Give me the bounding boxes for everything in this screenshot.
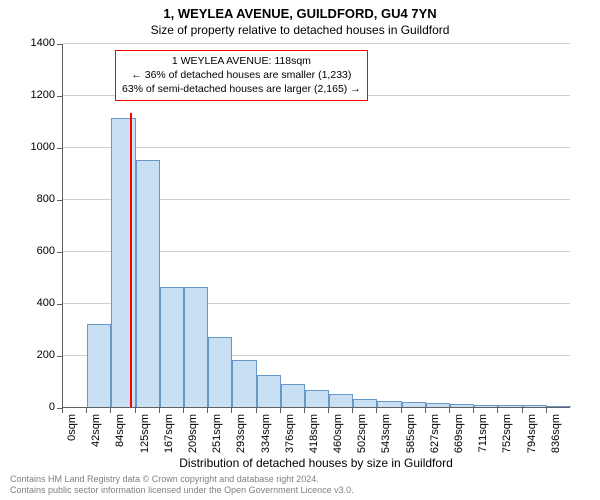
histogram-bar	[184, 287, 208, 407]
x-tick-label: 752sqm	[501, 414, 513, 474]
x-tick-label: 502sqm	[356, 414, 368, 474]
x-tick-label: 794sqm	[526, 414, 538, 474]
histogram-bar	[160, 287, 184, 407]
y-tick-label: 200	[5, 349, 55, 361]
annotation-line: ← 36% of detached houses are smaller (1,…	[122, 68, 361, 82]
y-tick-mark	[57, 200, 62, 201]
x-tick-mark	[497, 408, 498, 413]
x-tick-mark	[473, 408, 474, 413]
histogram-bar	[329, 394, 353, 407]
histogram-bar	[281, 384, 305, 407]
x-tick-label: 376sqm	[284, 414, 296, 474]
annotation-box: 1 WEYLEA AVENUE: 118sqm ← 36% of detache…	[115, 50, 368, 101]
y-tick-label: 400	[5, 297, 55, 309]
x-tick-mark	[352, 408, 353, 413]
x-tick-label: 418sqm	[308, 414, 320, 474]
x-tick-mark	[376, 408, 377, 413]
annotation-line: 63% of semi-detached houses are larger (…	[122, 82, 361, 96]
histogram-bar	[257, 375, 281, 408]
annotation-line: 1 WEYLEA AVENUE: 118sqm	[122, 54, 361, 68]
footer-line: Contains HM Land Registry data © Crown c…	[10, 474, 354, 485]
y-tick-mark	[57, 96, 62, 97]
x-tick-mark	[401, 408, 402, 413]
x-tick-mark	[425, 408, 426, 413]
histogram-bar	[305, 390, 329, 407]
histogram-bar	[377, 401, 401, 408]
x-tick-label: 84sqm	[114, 414, 126, 474]
y-tick-label: 1000	[5, 141, 55, 153]
footer-line: Contains public sector information licen…	[10, 485, 354, 496]
y-tick-label: 600	[5, 245, 55, 257]
x-tick-mark	[328, 408, 329, 413]
x-tick-label: 0sqm	[66, 414, 78, 474]
y-tick-mark	[57, 356, 62, 357]
histogram-bar	[474, 405, 498, 407]
chart-container: 1, WEYLEA AVENUE, GUILDFORD, GU4 7YN Siz…	[0, 0, 600, 500]
y-tick-mark	[57, 252, 62, 253]
histogram-bar	[208, 337, 232, 407]
x-tick-label: 460sqm	[332, 414, 344, 474]
y-tick-label: 0	[5, 401, 55, 413]
x-tick-label: 334sqm	[260, 414, 272, 474]
histogram-bar	[547, 406, 571, 407]
histogram-bar	[523, 405, 547, 407]
y-tick-label: 1200	[5, 89, 55, 101]
histogram-bar	[498, 405, 522, 407]
x-tick-mark	[159, 408, 160, 413]
x-tick-label: 293sqm	[235, 414, 247, 474]
gridline	[63, 147, 570, 148]
chart-title-sub: Size of property relative to detached ho…	[0, 21, 600, 37]
x-tick-label: 167sqm	[163, 414, 175, 474]
marker-line	[130, 113, 132, 407]
histogram-bar	[232, 360, 256, 407]
chart-title-main: 1, WEYLEA AVENUE, GUILDFORD, GU4 7YN	[0, 0, 600, 21]
x-tick-mark	[546, 408, 547, 413]
histogram-bar	[353, 399, 377, 407]
y-tick-mark	[57, 44, 62, 45]
x-tick-mark	[522, 408, 523, 413]
x-tick-label: 42sqm	[90, 414, 102, 474]
x-tick-label: 836sqm	[550, 414, 562, 474]
x-tick-mark	[231, 408, 232, 413]
x-tick-mark	[449, 408, 450, 413]
x-tick-label: 209sqm	[187, 414, 199, 474]
x-tick-mark	[280, 408, 281, 413]
x-tick-mark	[110, 408, 111, 413]
x-tick-mark	[207, 408, 208, 413]
x-tick-mark	[183, 408, 184, 413]
x-tick-label: 711sqm	[477, 414, 489, 474]
x-tick-label: 251sqm	[211, 414, 223, 474]
footer-attribution: Contains HM Land Registry data © Crown c…	[10, 474, 354, 496]
x-tick-label: 627sqm	[429, 414, 441, 474]
x-tick-mark	[62, 408, 63, 413]
x-tick-mark	[304, 408, 305, 413]
x-tick-mark	[256, 408, 257, 413]
histogram-bar	[402, 402, 426, 407]
x-tick-mark	[86, 408, 87, 413]
y-tick-mark	[57, 304, 62, 305]
x-tick-label: 585sqm	[405, 414, 417, 474]
histogram-bar	[136, 160, 160, 407]
x-tick-label: 125sqm	[139, 414, 151, 474]
histogram-bar	[450, 404, 474, 407]
histogram-bar	[87, 324, 111, 407]
x-tick-label: 543sqm	[380, 414, 392, 474]
y-tick-mark	[57, 148, 62, 149]
x-tick-label: 669sqm	[453, 414, 465, 474]
y-tick-label: 800	[5, 193, 55, 205]
gridline	[63, 43, 570, 44]
x-tick-mark	[135, 408, 136, 413]
y-tick-label: 1400	[5, 37, 55, 49]
histogram-bar	[426, 403, 450, 407]
